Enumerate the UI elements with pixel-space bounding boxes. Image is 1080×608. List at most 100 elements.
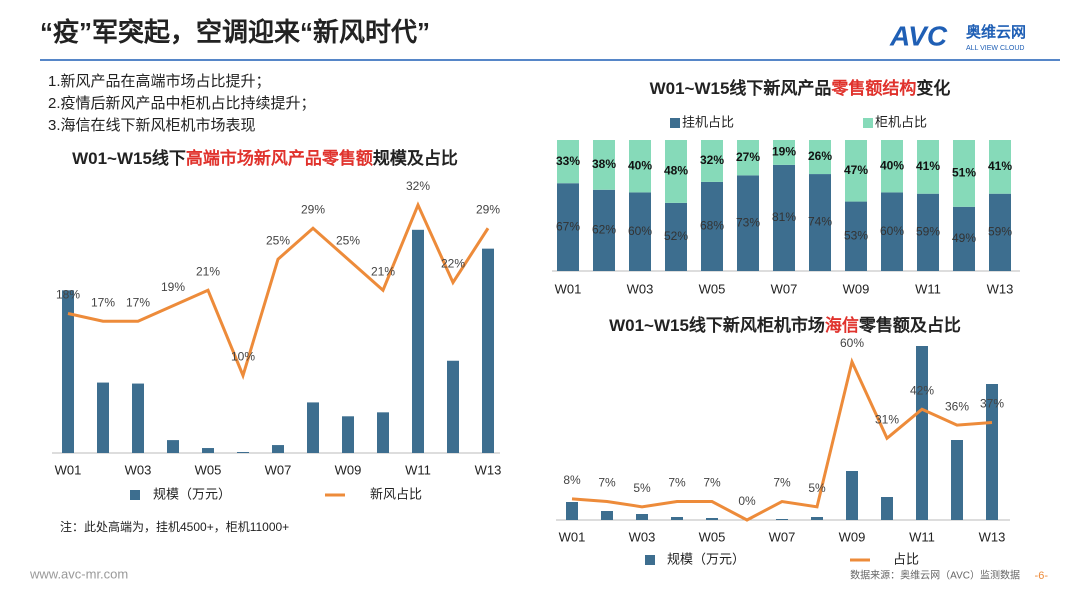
data-label: 41% [916, 159, 940, 173]
data-label: 42% [910, 383, 934, 397]
chart-title: W01~W15线下新风产品零售额结构变化 [650, 78, 951, 98]
title-part: 变化 [916, 78, 950, 98]
x-tick-label: W11 [909, 529, 935, 544]
bar [482, 248, 494, 453]
x-tick-label: W13 [987, 281, 1014, 296]
x-tick-label: W13 [475, 462, 502, 477]
data-label: 10% [231, 350, 255, 364]
bar-segment [665, 140, 687, 203]
x-tick-label: W01 [55, 462, 82, 477]
data-label: 60% [840, 336, 864, 350]
legend-swatch [645, 555, 655, 565]
chart-title: W01~W15线下新风柜机市场海信零售额及占比 [609, 315, 961, 335]
data-label: 52% [664, 229, 688, 243]
bar-segment [881, 140, 903, 193]
bar-segment [917, 193, 939, 271]
data-label: 5% [808, 481, 826, 495]
data-label: 8% [563, 473, 581, 487]
bar-segment [773, 164, 795, 271]
data-label: 19% [161, 280, 185, 294]
legend-label: 规模（万元） [667, 551, 745, 566]
legend-label: 新风占比 [370, 486, 422, 501]
bar [811, 517, 823, 520]
bar [377, 412, 389, 453]
line-series [67, 201, 490, 380]
data-label: 38% [592, 157, 616, 171]
x-tick-label: W09 [335, 462, 362, 477]
bar [636, 514, 648, 520]
bar-segment [917, 140, 939, 194]
x-tick-label: W01 [559, 529, 586, 544]
data-label: 7% [773, 476, 791, 490]
bar [307, 402, 319, 453]
bar [342, 416, 354, 453]
bar [412, 229, 424, 453]
bar-segment [665, 202, 687, 271]
bar [776, 519, 788, 520]
data-label: 32% [406, 179, 430, 193]
x-tick-label: W03 [629, 529, 656, 544]
title-part: 规模及占比 [373, 148, 458, 168]
bar-segment [953, 140, 975, 207]
title-part: W01~W15线下新风柜机市场 [609, 315, 825, 335]
legend-label: 规模（万元） [153, 486, 231, 501]
data-label: 74% [808, 215, 832, 229]
data-label: 0% [738, 494, 756, 508]
bar-segment [881, 192, 903, 271]
slide-title: “疫”军突起，空调迎来“新风时代” [40, 17, 430, 47]
bar-segment [773, 140, 795, 165]
bar [167, 440, 179, 453]
data-label: 25% [266, 233, 290, 247]
logo-name: 奥维云网 [966, 23, 1026, 41]
data-label: 26% [808, 149, 832, 163]
footer-url: www.avc-mr.com [29, 566, 128, 581]
data-label: 21% [371, 264, 395, 278]
x-tick-label: W05 [699, 281, 726, 296]
data-label: 81% [772, 210, 796, 224]
data-label: 62% [592, 223, 616, 237]
data-label: 37% [980, 397, 1004, 411]
bar-segment [809, 174, 831, 271]
legend-swatch [670, 118, 680, 128]
bar-segment [953, 206, 975, 271]
bar-segment [737, 175, 759, 271]
bar-segment [845, 201, 867, 271]
data-label: 59% [988, 225, 1012, 239]
x-tick-label: W03 [627, 281, 654, 296]
data-label: 29% [301, 202, 325, 216]
title-part: 零售额结构 [830, 78, 916, 98]
x-tick-label: W11 [915, 281, 941, 296]
legend-swatch [863, 118, 873, 128]
bar [62, 290, 74, 453]
bar [846, 471, 858, 520]
title-part: 高端市场新风产品零售额 [186, 148, 373, 168]
data-label: 32% [700, 153, 724, 167]
bar-segment [557, 140, 579, 184]
bar [132, 383, 144, 453]
bar [951, 440, 963, 520]
title-part: 海信 [825, 315, 859, 335]
x-tick-label: W09 [839, 529, 866, 544]
data-label: 67% [556, 219, 580, 233]
x-tick-label: W05 [195, 462, 222, 477]
bar-segment [737, 140, 759, 176]
data-label: 18% [56, 288, 80, 302]
x-tick-label: W01 [555, 281, 582, 296]
data-label: 59% [916, 225, 940, 239]
bar [447, 360, 459, 453]
bullet: 3.海信在线下新风柜机市场表现 [48, 117, 256, 134]
data-label: 17% [126, 295, 150, 309]
data-label: 60% [628, 224, 652, 238]
data-label: 33% [556, 154, 580, 168]
bullet: 2.疫情后新风产品中柜机占比持续提升； [48, 95, 316, 112]
data-label: 53% [844, 228, 868, 242]
data-label: 49% [952, 231, 976, 245]
x-tick-label: W05 [699, 529, 726, 544]
data-label: 27% [736, 150, 760, 164]
bar [601, 511, 613, 520]
bar [237, 452, 249, 453]
x-tick-label: W07 [771, 281, 798, 296]
x-tick-label: W03 [125, 462, 152, 477]
data-label: 40% [880, 158, 904, 172]
